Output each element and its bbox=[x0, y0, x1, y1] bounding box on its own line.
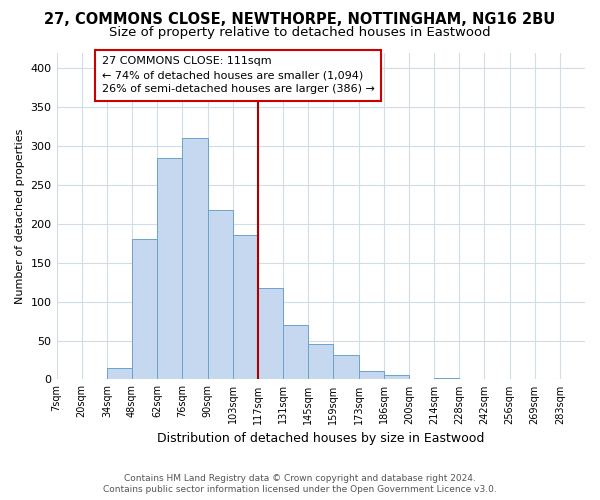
Y-axis label: Number of detached properties: Number of detached properties bbox=[15, 128, 25, 304]
Bar bbox=[132, 240, 157, 380]
Bar bbox=[233, 236, 258, 380]
Bar bbox=[182, 138, 208, 380]
X-axis label: Distribution of detached houses by size in Eastwood: Distribution of detached houses by size … bbox=[157, 432, 484, 445]
Bar bbox=[208, 210, 233, 380]
Text: Contains HM Land Registry data © Crown copyright and database right 2024.
Contai: Contains HM Land Registry data © Crown c… bbox=[103, 474, 497, 494]
Bar bbox=[308, 344, 334, 380]
Bar bbox=[283, 325, 308, 380]
Bar bbox=[258, 288, 283, 380]
Text: 27 COMMONS CLOSE: 111sqm
← 74% of detached houses are smaller (1,094)
26% of sem: 27 COMMONS CLOSE: 111sqm ← 74% of detach… bbox=[102, 56, 375, 94]
Bar bbox=[107, 368, 132, 380]
Bar bbox=[359, 371, 383, 380]
Text: Size of property relative to detached houses in Eastwood: Size of property relative to detached ho… bbox=[109, 26, 491, 39]
Bar bbox=[334, 354, 359, 380]
Bar bbox=[434, 378, 459, 380]
Bar bbox=[383, 375, 409, 380]
Text: 27, COMMONS CLOSE, NEWTHORPE, NOTTINGHAM, NG16 2BU: 27, COMMONS CLOSE, NEWTHORPE, NOTTINGHAM… bbox=[44, 12, 556, 28]
Bar bbox=[157, 158, 182, 380]
